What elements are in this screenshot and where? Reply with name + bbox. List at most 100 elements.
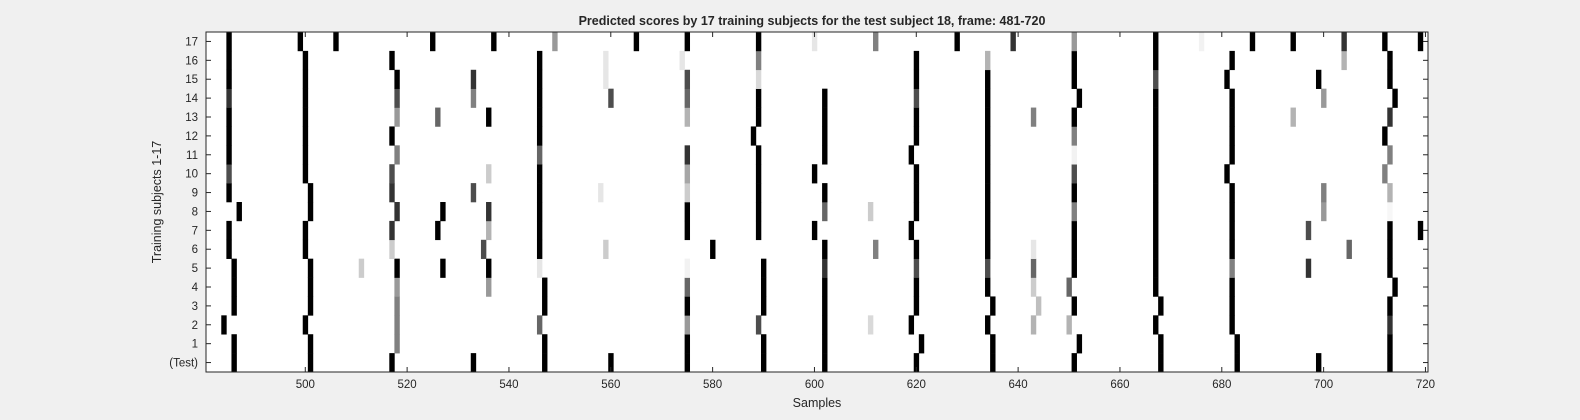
heatmap-cell bbox=[822, 258, 828, 278]
heatmap-cell bbox=[1035, 296, 1042, 316]
heatmap-cell bbox=[1229, 258, 1235, 278]
heatmap-cell bbox=[1153, 239, 1159, 259]
plot-frame bbox=[205, 31, 1429, 373]
heatmap-cell bbox=[755, 107, 762, 127]
heatmap-cell bbox=[394, 145, 400, 165]
heatmap-cell bbox=[307, 202, 314, 222]
heatmap-cell bbox=[867, 202, 874, 222]
heatmap-cell bbox=[873, 32, 879, 52]
heatmap-cell bbox=[755, 145, 762, 165]
heatmap-cell bbox=[679, 50, 685, 71]
heatmap-cell bbox=[1229, 88, 1235, 108]
heatmap-cell bbox=[1387, 353, 1393, 373]
heatmap-cell bbox=[226, 145, 232, 165]
y-axis-label: Training subjects 1-17 bbox=[150, 141, 164, 264]
heatmap-cell bbox=[231, 258, 237, 278]
heatmap-cell bbox=[1290, 107, 1296, 127]
heatmap-cell bbox=[536, 164, 543, 184]
heatmap-cell bbox=[684, 145, 691, 165]
heatmap-cell bbox=[755, 315, 762, 335]
heatmap-cell bbox=[684, 69, 691, 89]
heatmap-cell bbox=[226, 107, 232, 127]
heatmap-cell bbox=[1153, 220, 1159, 241]
heatmap-cell bbox=[913, 353, 920, 373]
heatmap-cell bbox=[302, 126, 309, 146]
heatmap-cell bbox=[302, 164, 309, 184]
y-tick-label: 17 bbox=[185, 36, 198, 48]
heatmap-cell bbox=[822, 239, 828, 259]
heatmap-cell bbox=[908, 220, 915, 241]
chart-title: Predicted scores by 17 training subjects… bbox=[579, 14, 1046, 28]
heatmap-cell bbox=[302, 88, 309, 108]
heatmap-cell bbox=[1321, 183, 1327, 203]
heatmap-cell bbox=[1153, 315, 1159, 335]
heatmap-cell bbox=[913, 126, 920, 146]
heatmap-cell bbox=[1382, 164, 1388, 184]
y-tick-label: 5 bbox=[192, 263, 198, 275]
heatmap-cell bbox=[542, 353, 548, 373]
heatmap-cell bbox=[552, 32, 558, 52]
heatmap-cell bbox=[486, 220, 492, 241]
heatmap-cell bbox=[389, 220, 395, 241]
heatmap-cell bbox=[1229, 202, 1235, 222]
heatmap-cell bbox=[1158, 296, 1164, 316]
heatmap-cell bbox=[684, 202, 691, 222]
heatmap-cell bbox=[1071, 164, 1077, 184]
heatmap-cell bbox=[536, 239, 543, 259]
heatmap-cell bbox=[822, 334, 828, 354]
heatmap-cell bbox=[684, 220, 691, 241]
heatmap-cell bbox=[1229, 220, 1235, 241]
heatmap-cell bbox=[1158, 334, 1164, 354]
heatmap-cell bbox=[822, 202, 828, 222]
heatmap-cell bbox=[333, 32, 339, 52]
heatmap-cell bbox=[1158, 353, 1164, 373]
heatmap-cell bbox=[811, 220, 818, 241]
heatmap-cell bbox=[1387, 69, 1393, 89]
heatmap-cell bbox=[1066, 277, 1072, 297]
heatmap-cell bbox=[1071, 32, 1077, 52]
heatmap-cell bbox=[913, 88, 920, 108]
heatmap-cell bbox=[226, 239, 232, 259]
heatmap-cell bbox=[755, 32, 762, 52]
heatmap-cell bbox=[1071, 220, 1077, 241]
heatmap-cell bbox=[1321, 202, 1327, 222]
heatmap-cell bbox=[226, 50, 232, 71]
heatmap-cell bbox=[1153, 258, 1159, 278]
heatmap-cell bbox=[1030, 239, 1037, 259]
heatmap-cell bbox=[1224, 164, 1230, 184]
heatmap-cell bbox=[985, 239, 991, 259]
heatmap-cell bbox=[1387, 50, 1393, 71]
heatmap-cell bbox=[536, 220, 543, 241]
heatmap-cell bbox=[1010, 32, 1016, 52]
heatmap-cell bbox=[1315, 69, 1322, 89]
x-tick-label: 660 bbox=[1110, 379, 1129, 391]
heatmap-cell bbox=[913, 50, 920, 71]
heatmap-cell bbox=[811, 164, 818, 184]
heatmap-cell bbox=[1315, 353, 1322, 373]
heatmap-cell bbox=[221, 315, 227, 335]
heatmap-cell bbox=[750, 126, 757, 146]
heatmap-cell bbox=[307, 277, 314, 297]
heatmap-cell bbox=[486, 164, 492, 184]
heatmap-cell bbox=[1153, 145, 1159, 165]
x-axis-label: Samples bbox=[793, 396, 842, 410]
heatmap-cell bbox=[598, 183, 604, 203]
heatmap-cell bbox=[394, 296, 400, 316]
heatmap-cell bbox=[1341, 32, 1347, 52]
heatmap-cell bbox=[1153, 164, 1159, 184]
heatmap-cell bbox=[536, 202, 543, 222]
heatmap-cell bbox=[822, 353, 828, 373]
heatmap-cell bbox=[307, 296, 314, 316]
heatmap-cell bbox=[1387, 183, 1393, 203]
y-tick-label: 8 bbox=[192, 206, 198, 218]
heatmap-cell bbox=[307, 334, 314, 354]
heatmap-cell bbox=[1290, 32, 1296, 52]
heatmap-cell bbox=[603, 239, 609, 259]
heatmap-cell bbox=[394, 69, 400, 89]
heatmap-cell bbox=[760, 277, 767, 297]
y-tick-label: 4 bbox=[192, 282, 199, 294]
heatmap-cell bbox=[985, 220, 991, 241]
heatmap-cell bbox=[1387, 239, 1393, 259]
